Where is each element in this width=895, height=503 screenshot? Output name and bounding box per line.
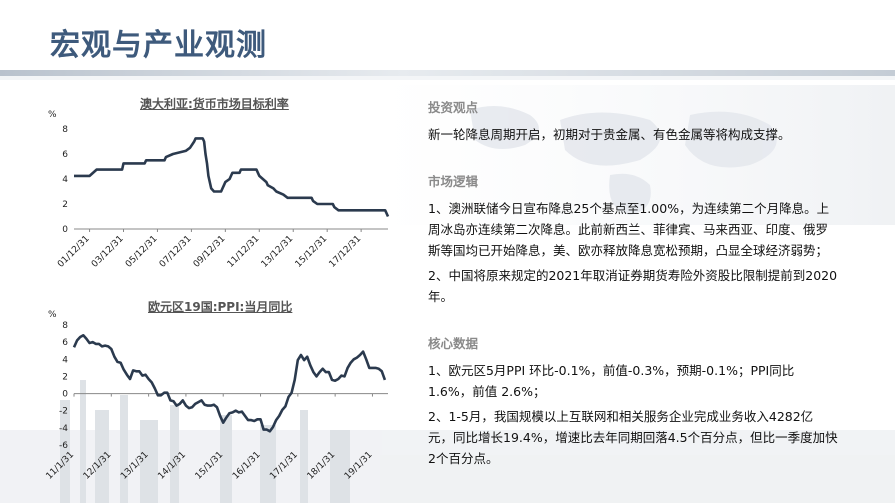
chart1-unit: % <box>48 110 57 120</box>
commentary-panel: 投资观点 新一轮降息周期开启，初期对于贵金属、有色金属等将构成支撑。 市场逻辑 … <box>428 97 838 469</box>
chart1-y-tick-label: 6 <box>62 150 68 160</box>
chart2-y-tick-label: -6 <box>59 441 68 451</box>
chart2-x-tick-label: 14/1/31 <box>156 450 188 482</box>
section-paragraph: 1、欧元区5月PPI 环比-0.1%，前值-0.3%，预期-0.1%；PPI同比… <box>428 363 795 399</box>
chart1-y-tick-label: 4 <box>62 175 68 185</box>
chart2-svg: % -6 -4 -2 0 2 4 6 8 11/1/31 12/1/31 13/1/31 14/1/3… <box>45 310 388 482</box>
chart2-x-tick-label: 13/1/31 <box>119 450 151 482</box>
title-divider <box>0 70 895 80</box>
chart1-x-tick-label: 11/12/31 <box>226 234 262 270</box>
section-core-data: 核心数据 1、欧元区5月PPI 环比-0.1%，前值-0.3%，预期-0.1%；… <box>428 333 838 469</box>
chart2-unit: % <box>48 310 57 320</box>
chart1-x-tick-label: 17/12/31 <box>328 234 364 270</box>
page-title: 宏观与产业观测 <box>50 28 267 63</box>
chart2-x-tick-label: 15/1/31 <box>194 450 226 482</box>
chart1-series-line <box>74 137 390 218</box>
chart1-x-tick-label: 05/12/31 <box>124 234 160 270</box>
chart2-y-tick-label: 4 <box>62 355 68 365</box>
chart1-x-tick-label: 13/12/31 <box>260 234 296 270</box>
chart2-title: 欧元区19国:PPI:当月同比 <box>148 300 293 314</box>
section-paragraph: 2、1-5月，我国规模以上互联网和相关服务企业完成业务收入4282亿元，同比增长… <box>428 409 838 466</box>
world-map-shape <box>470 106 777 215</box>
dot-pattern <box>380 455 895 503</box>
section-paragraph: 新一轮降息周期开启，初期对于贵金属、有色金属等将构成支撑。 <box>428 127 791 142</box>
section-title: 核心数据 <box>428 336 479 351</box>
section-title: 市场逻辑 <box>428 174 479 189</box>
chart1-x-tick-label: 15/12/31 <box>294 234 330 270</box>
chart1-x-tick-label: 07/12/31 <box>158 234 194 270</box>
section-paragraph: 2、中国将原来规定的2021年取消证券期货寿险外资股比限制提前到2020年。 <box>428 268 838 304</box>
chart2-y-tick-label: 2 <box>62 372 68 382</box>
section-paragraph: 1、澳洲联储今日宣布降息25个基点至1.00%，为连续第二个月降息。上周冰岛亦连… <box>428 201 830 258</box>
chart2-x-tick-label: 16/1/31 <box>231 450 263 482</box>
chart2-x-tick-label: 17/1/31 <box>268 450 300 482</box>
chart2-y-tick-label: -2 <box>59 407 68 417</box>
chart2-series-line <box>72 333 387 433</box>
chart1-x-tick-label: 09/12/31 <box>192 234 228 270</box>
chart2-x-tick-label: 11/1/31 <box>45 450 77 482</box>
section-title: 投资观点 <box>428 100 479 115</box>
chart1-y-tick-label: 2 <box>62 200 68 210</box>
chart2-y-tick-label: -4 <box>59 424 68 434</box>
chart2-x-tick-label: 18/1/31 <box>306 450 338 482</box>
chart2-y-tick-label: 0 <box>62 390 68 400</box>
section-investment-view: 投资观点 新一轮降息周期开启，初期对于贵金属、有色金属等将构成支撑。 <box>428 97 838 145</box>
chart1-y-tick-label: 8 <box>62 125 68 135</box>
chart1-title: 澳大利亚:货币市场目标利率 <box>140 97 289 111</box>
section-market-logic: 市场逻辑 1、澳洲联储今日宣布降息25个基点至1.00%，为连续第二个月降息。上… <box>428 171 838 307</box>
chart1-x-tick-label: 03/12/31 <box>90 234 126 270</box>
chart2-x-tick-label: 12/1/31 <box>82 450 114 482</box>
chart1-x-tick-label: 01/12/31 <box>56 234 92 270</box>
chart2-x-tick-label: 19/1/31 <box>343 450 375 482</box>
chart2-y-tick-label: 6 <box>62 338 68 348</box>
chart1-y-tick-label: 0 <box>62 225 68 235</box>
chart1-svg: % 0 2 4 6 8 01/12/3103/12/3105/12/3107/12/310… <box>48 110 390 270</box>
chart2-y-tick-label: 8 <box>62 321 68 331</box>
